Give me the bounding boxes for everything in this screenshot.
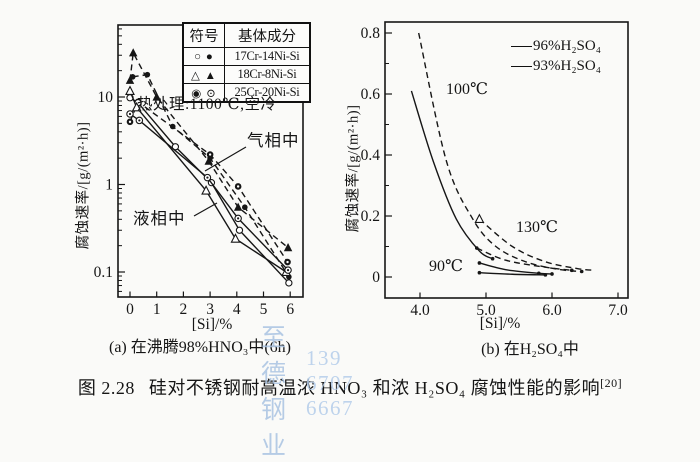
legend-row-18cr: △ ▲ 18Cr-8Ni-Si	[182, 65, 311, 84]
heat-treatment-note: 热处理:1100℃,空冷	[137, 96, 277, 113]
svg-text:0.4: 0.4	[361, 147, 381, 164]
svg-text:0.8: 0.8	[361, 25, 381, 42]
gas-phase-label: 气相中	[247, 131, 300, 150]
svg-text:6: 6	[286, 301, 294, 318]
plot-b-series-2	[474, 213, 595, 271]
svg-text:0: 0	[372, 269, 380, 286]
legend-header-material: 基体成分	[224, 22, 311, 48]
liquid-phase-leader	[193, 202, 218, 217]
legend-row-25cr: ◉ ⊙ 25Cr-20Ni-Si	[182, 83, 311, 103]
figure-caption: 图 2.28 硅对不锈钢耐高温浓 HNO₃ 和浓 H₂SO₄ 腐蚀性能的影响[20…	[0, 374, 700, 400]
plot-b-series-1	[417, 32, 584, 274]
legend-label-93: 93%H₂SO₄	[533, 57, 601, 74]
svg-text:3: 3	[206, 301, 214, 318]
svg-text:0: 0	[126, 301, 134, 318]
temp-label-100: 100℃	[446, 81, 488, 98]
line-swatch-96	[511, 45, 532, 47]
figure-page: { "watermark": { "line1": "至 德 钢 业", "li…	[0, 21, 700, 460]
figure-caption-text: 硅对不锈钢耐高温浓 HNO₃ 和浓 H₂SO₄ 腐蚀性能的影响	[148, 378, 601, 398]
svg-text:7.0: 7.0	[608, 302, 628, 319]
legend-row-17cr: ○ ● 17Cr-14Ni-Si	[182, 47, 311, 66]
svg-text:10: 10	[98, 89, 114, 106]
plot-b-legend: 96%H₂SO₄ 93%H₂SO₄	[511, 36, 601, 76]
legend-row-96: 96%H₂SO₄	[511, 36, 601, 56]
plot-b-series-0	[410, 90, 495, 261]
plot-a-series-5	[126, 110, 292, 274]
svg-text:0.2: 0.2	[361, 208, 380, 225]
plot-a-x-axis-title: [Si]/%	[191, 316, 233, 333]
svg-text:2: 2	[180, 301, 188, 318]
svg-text:6.0: 6.0	[542, 302, 562, 319]
plot-a-series-4	[125, 85, 292, 276]
legend-symbols-18cr: △ ▲	[182, 65, 225, 84]
legend-label-17cr: 17Cr-14Ni-Si	[224, 47, 311, 66]
plot-b: 4.0 5.0 6.0 7.0 0 0.2 0.4 0.6 0.8	[361, 21, 629, 319]
svg-text:1: 1	[153, 301, 161, 318]
plot-b-series-5	[477, 270, 548, 277]
plot-a: 0 1 2 3 4 5 6 0.1 1 10	[94, 24, 304, 318]
legend-header-row: 符号 基体成分	[182, 22, 311, 48]
svg-text:4: 4	[233, 301, 241, 318]
line-swatch-93	[511, 65, 532, 67]
liquid-phase-label: 液相中	[133, 209, 186, 228]
legend-symbols-17cr: ○ ●	[182, 47, 225, 66]
plot-a-series-1	[125, 48, 293, 252]
plot-a-y-axis-title: 腐蚀速率/[g/(m²·h)]	[75, 121, 92, 250]
plot-b-subcaption: (b) 在H₂SO₄中	[481, 341, 579, 358]
legend-label-25cr: 25Cr-20Ni-Si	[224, 83, 311, 103]
svg-text:4.0: 4.0	[410, 302, 430, 319]
gas-phase-leader	[204, 146, 247, 172]
svg-text:5: 5	[260, 301, 268, 318]
svg-text:5.0: 5.0	[476, 302, 496, 319]
legend-symbols-25cr: ◉ ⊙	[182, 83, 225, 103]
plot-b-series-3	[474, 246, 574, 273]
plot-b-x-axis-title: [Si]/%	[479, 315, 521, 332]
plot-b-y-axis-title: 腐蚀速率/[g/(m²·h)]	[345, 104, 362, 233]
figure-number: 图 2.28	[77, 378, 135, 398]
charts-canvas: 0 1 2 3 4 5 6 0.1 1 10 4.0 5.0 6.0 7.0 0 0.2 0.4 0.6 0.8	[94, 21, 629, 319]
legend-label-96: 96%H₂SO₄	[533, 37, 601, 54]
temp-label-130: 130℃	[516, 219, 558, 236]
legend-row-93: 93%H₂SO₄	[511, 56, 601, 76]
svg-text:0.6: 0.6	[361, 86, 381, 103]
legend-label-18cr: 18Cr-8Ni-Si	[224, 65, 311, 84]
plot-a-legend-table: 符号 基体成分 ○ ● 17Cr-14Ni-Si △ ▲ 18Cr-8Ni-Si…	[182, 22, 311, 103]
svg-text:0.1: 0.1	[94, 264, 113, 281]
legend-header-symbol: 符号	[182, 22, 225, 48]
figure-citation: [20]	[600, 376, 623, 390]
plot-a-series-3	[126, 94, 293, 287]
svg-text:1: 1	[105, 177, 113, 194]
temp-label-90: 90℃	[429, 258, 463, 275]
plot-a-subcaption: (a) 在沸腾98%HNO₃中(6h)	[109, 339, 291, 356]
